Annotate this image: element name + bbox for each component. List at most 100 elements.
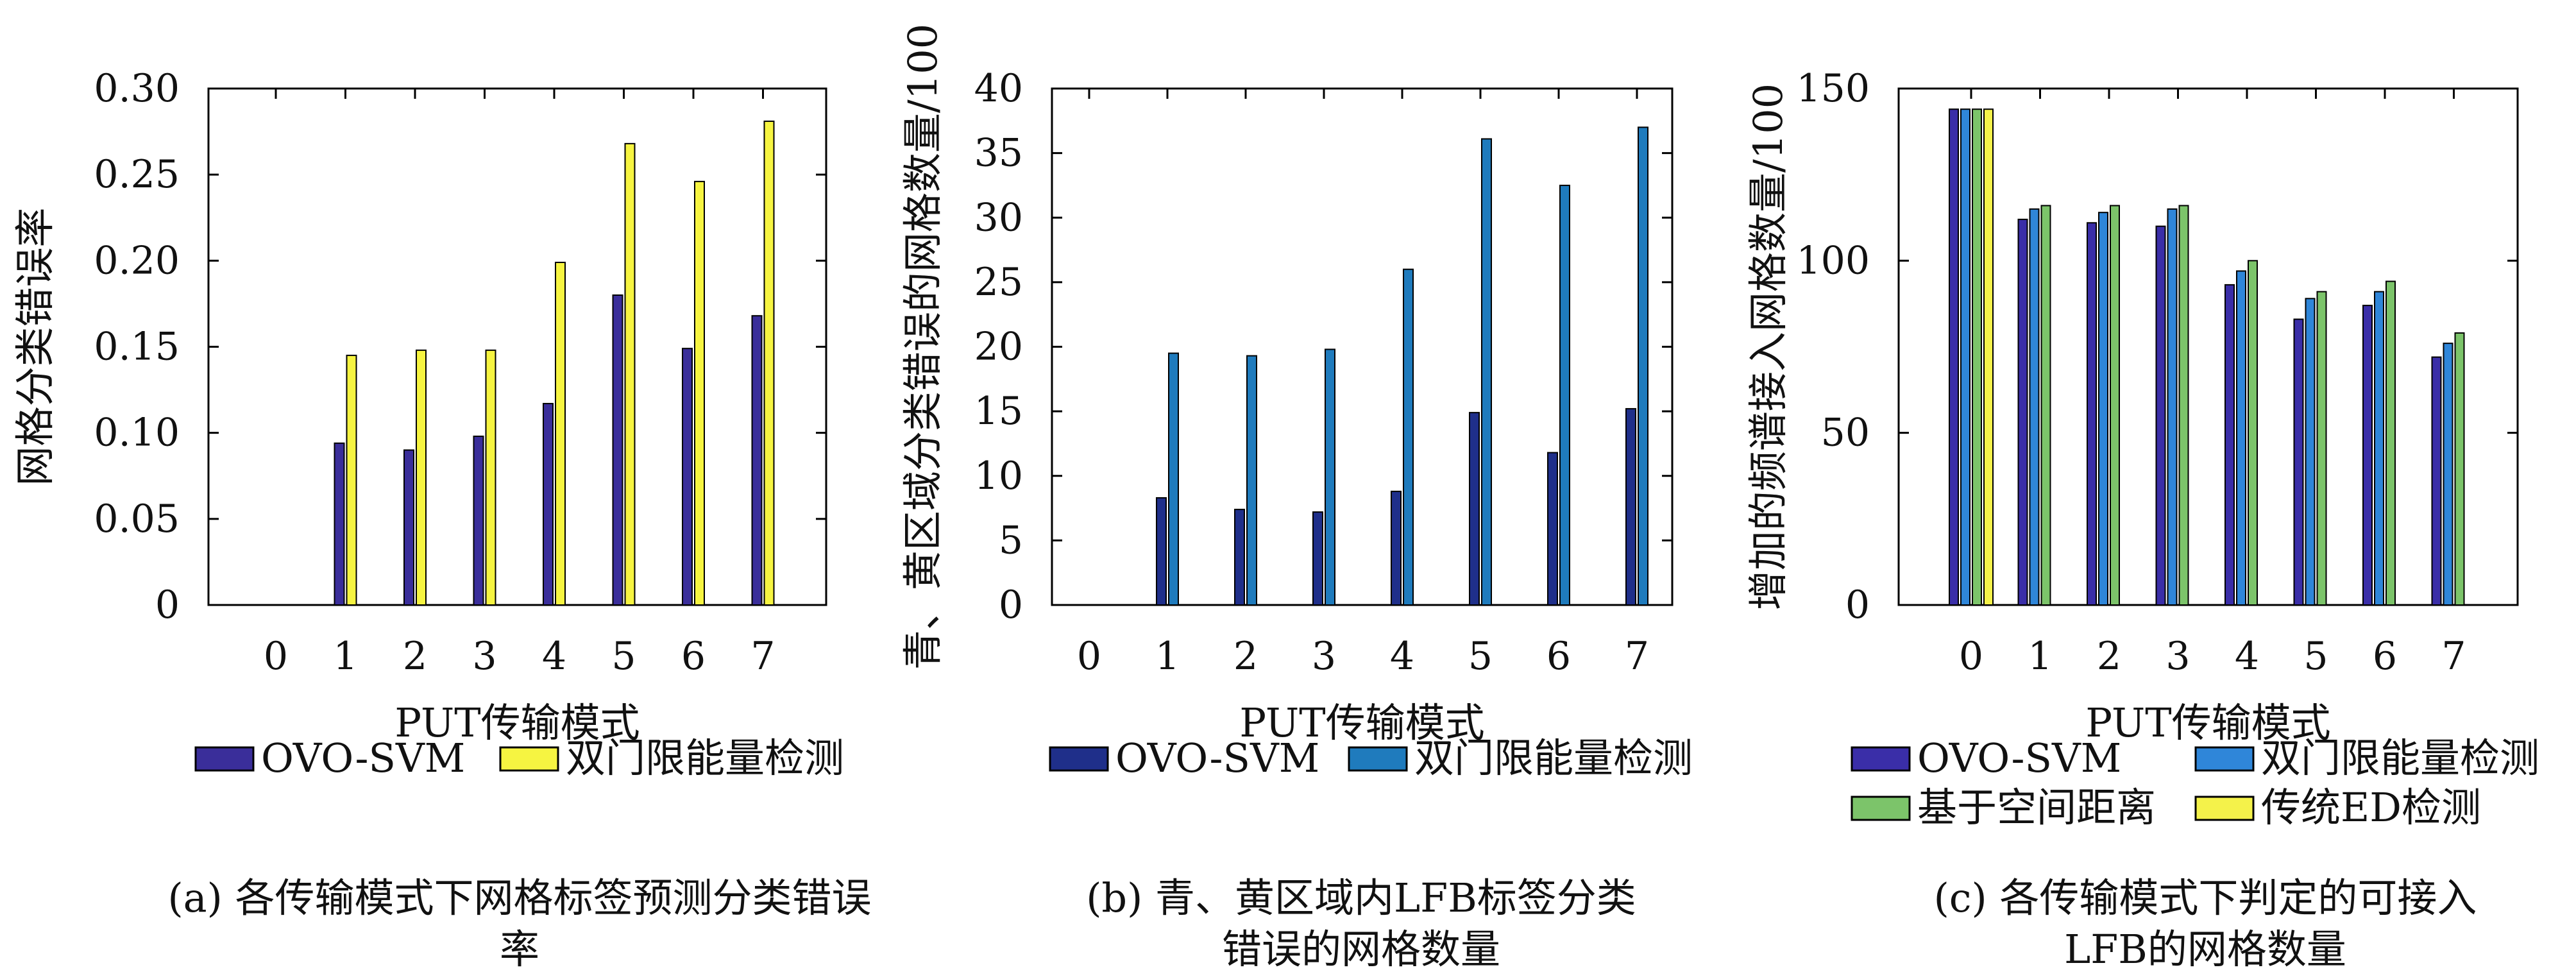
bar-0-3: [2155, 225, 2166, 606]
plot-frame: [1051, 87, 1674, 606]
x-tick-label: 3: [472, 634, 496, 679]
bar-1-0: [1960, 108, 1970, 606]
chart-b: 0 5 10 15 20 25 30 35 40 0 1 2 3 4 5 6 7 PUT传输模式 青、黄区域分类错误…: [899, 24, 1693, 781]
x-tick-label: 0: [1959, 634, 1983, 679]
chart-a: 00.050.100.150.200.250.300 1 2 3 4 5 6 7PUT传输模式…: [12, 66, 844, 781]
y-tick-label: 0: [155, 583, 180, 627]
x-tick-label: 7: [750, 634, 775, 679]
bar-0-3: [473, 436, 484, 606]
legend-label: 双门限能量检测: [1414, 735, 1693, 781]
y-tick-label: 5: [999, 518, 1023, 563]
y-tick-label: 0.30: [94, 66, 180, 111]
x-tick-label: 5: [1468, 634, 1493, 679]
legend-label: 双门限能量检测: [566, 735, 844, 781]
bar-0-7: [751, 315, 763, 606]
y-tick-label: 100: [1796, 238, 1870, 283]
x-tick-label: 0: [264, 634, 288, 679]
y-tick-label: 25: [974, 260, 1023, 305]
legend-label: 传统ED检测: [2261, 784, 2481, 831]
y-tick-label: 0.05: [94, 497, 180, 541]
legend-swatch: [1049, 746, 1109, 772]
bar-1-1: [1168, 352, 1179, 606]
bar-0-1: [2017, 218, 2028, 606]
legend-swatch: [1851, 796, 1911, 821]
bar-0-5: [2293, 318, 2304, 606]
x-tick-label: 2: [403, 634, 427, 679]
bar-1-2: [1246, 355, 1257, 606]
bar-1-3: [485, 349, 496, 606]
bar-0-2: [1234, 509, 1245, 606]
plot-frame: [207, 87, 827, 606]
bar-0-6: [2362, 305, 2373, 606]
x-tick-label: 6: [2373, 634, 2397, 679]
bar-1-4: [555, 262, 566, 606]
bar-0-1: [334, 442, 345, 606]
y-axis-label: 网格分类错误率: [12, 207, 58, 486]
legend-label: 基于空间距离: [1917, 784, 2156, 831]
bar-0-7: [1625, 408, 1636, 606]
caption-c: (c) 各传输模式下判定的可接入 LFB的网格数量: [1852, 873, 2558, 975]
bar-2-2: [2110, 205, 2120, 606]
bar-1-6: [2374, 291, 2384, 606]
y-tick-label: 0: [999, 583, 1023, 627]
x-tick-label: 4: [1390, 634, 1414, 679]
legend-label: OVO-SVM: [1917, 735, 2121, 781]
x-tick-label: 5: [611, 634, 636, 679]
bar-1-2: [416, 349, 427, 606]
bar-2-0: [1972, 108, 1982, 606]
bar-2-1: [2040, 205, 2051, 606]
y-tick-label: 20: [974, 325, 1023, 370]
bar-0-7: [2431, 356, 2442, 606]
y-tick-label: 0.25: [94, 152, 180, 197]
x-axis-label: PUT传输模式: [2085, 699, 2330, 746]
caption-a: (a) 各传输模式下网格标签预测分类错误率: [167, 873, 872, 975]
x-tick-label: 2: [1233, 634, 1258, 679]
legend-label: OVO-SVM: [1115, 735, 1319, 781]
caption-a-line-1: (a) 各传输模式下网格标签预测分类错误率: [167, 874, 872, 973]
bar-1-1: [2029, 208, 2040, 606]
y-tick-label: 10: [974, 454, 1023, 498]
y-axis-label: 增加的频谱接入网格数量/100: [1745, 83, 1792, 610]
bar-0-3: [1312, 511, 1323, 606]
bar-2-7: [2454, 332, 2465, 606]
x-tick-label: 4: [2235, 634, 2259, 679]
x-tick-label: 5: [2303, 634, 2328, 679]
bar-1-7: [1638, 126, 1648, 606]
bar-0-2: [403, 449, 414, 606]
plot-frame: [1897, 87, 2519, 606]
legend-swatch: [1851, 746, 1911, 772]
x-tick-label: 7: [2441, 634, 2466, 679]
bar-3-0: [1983, 108, 1994, 606]
bar-2-6: [2385, 280, 2396, 606]
bar-1-6: [694, 180, 705, 606]
x-tick-label: 1: [1155, 634, 1180, 679]
x-tick-label: 1: [333, 634, 357, 679]
y-tick-label: 30: [974, 195, 1023, 240]
x-tick-label: 2: [2097, 634, 2121, 679]
bar-2-5: [2316, 291, 2327, 606]
bar-0-6: [1547, 452, 1558, 606]
bar-1-4: [2236, 270, 2246, 606]
x-tick-label: 3: [1312, 634, 1336, 679]
y-axis-label: 青、黄区域分类错误的网格数量/100: [899, 24, 946, 670]
legend-swatch: [2194, 796, 2255, 821]
bar-0-6: [682, 348, 693, 606]
bar-1-4: [1403, 268, 1414, 606]
y-tick-label: 50: [1821, 411, 1870, 455]
legend-swatch: [194, 746, 255, 772]
bar-2-4: [2248, 260, 2258, 606]
legend-swatch: [1348, 746, 1408, 772]
bar-0-5: [612, 294, 623, 606]
bar-0-4: [543, 403, 554, 606]
bar-1-5: [1481, 138, 1492, 606]
legend-swatch: [2194, 746, 2255, 772]
caption-b-line-2: 错误的网格数量: [1221, 926, 1500, 973]
bar-0-2: [2087, 222, 2097, 606]
bar-0-4: [2224, 284, 2235, 606]
x-axis-label: PUT传输模式: [1239, 699, 1484, 746]
bar-0-0: [1949, 108, 1959, 606]
x-axis-label: PUT传输模式: [394, 699, 640, 746]
x-tick-label: 6: [681, 634, 706, 679]
bar-1-7: [2443, 343, 2453, 606]
